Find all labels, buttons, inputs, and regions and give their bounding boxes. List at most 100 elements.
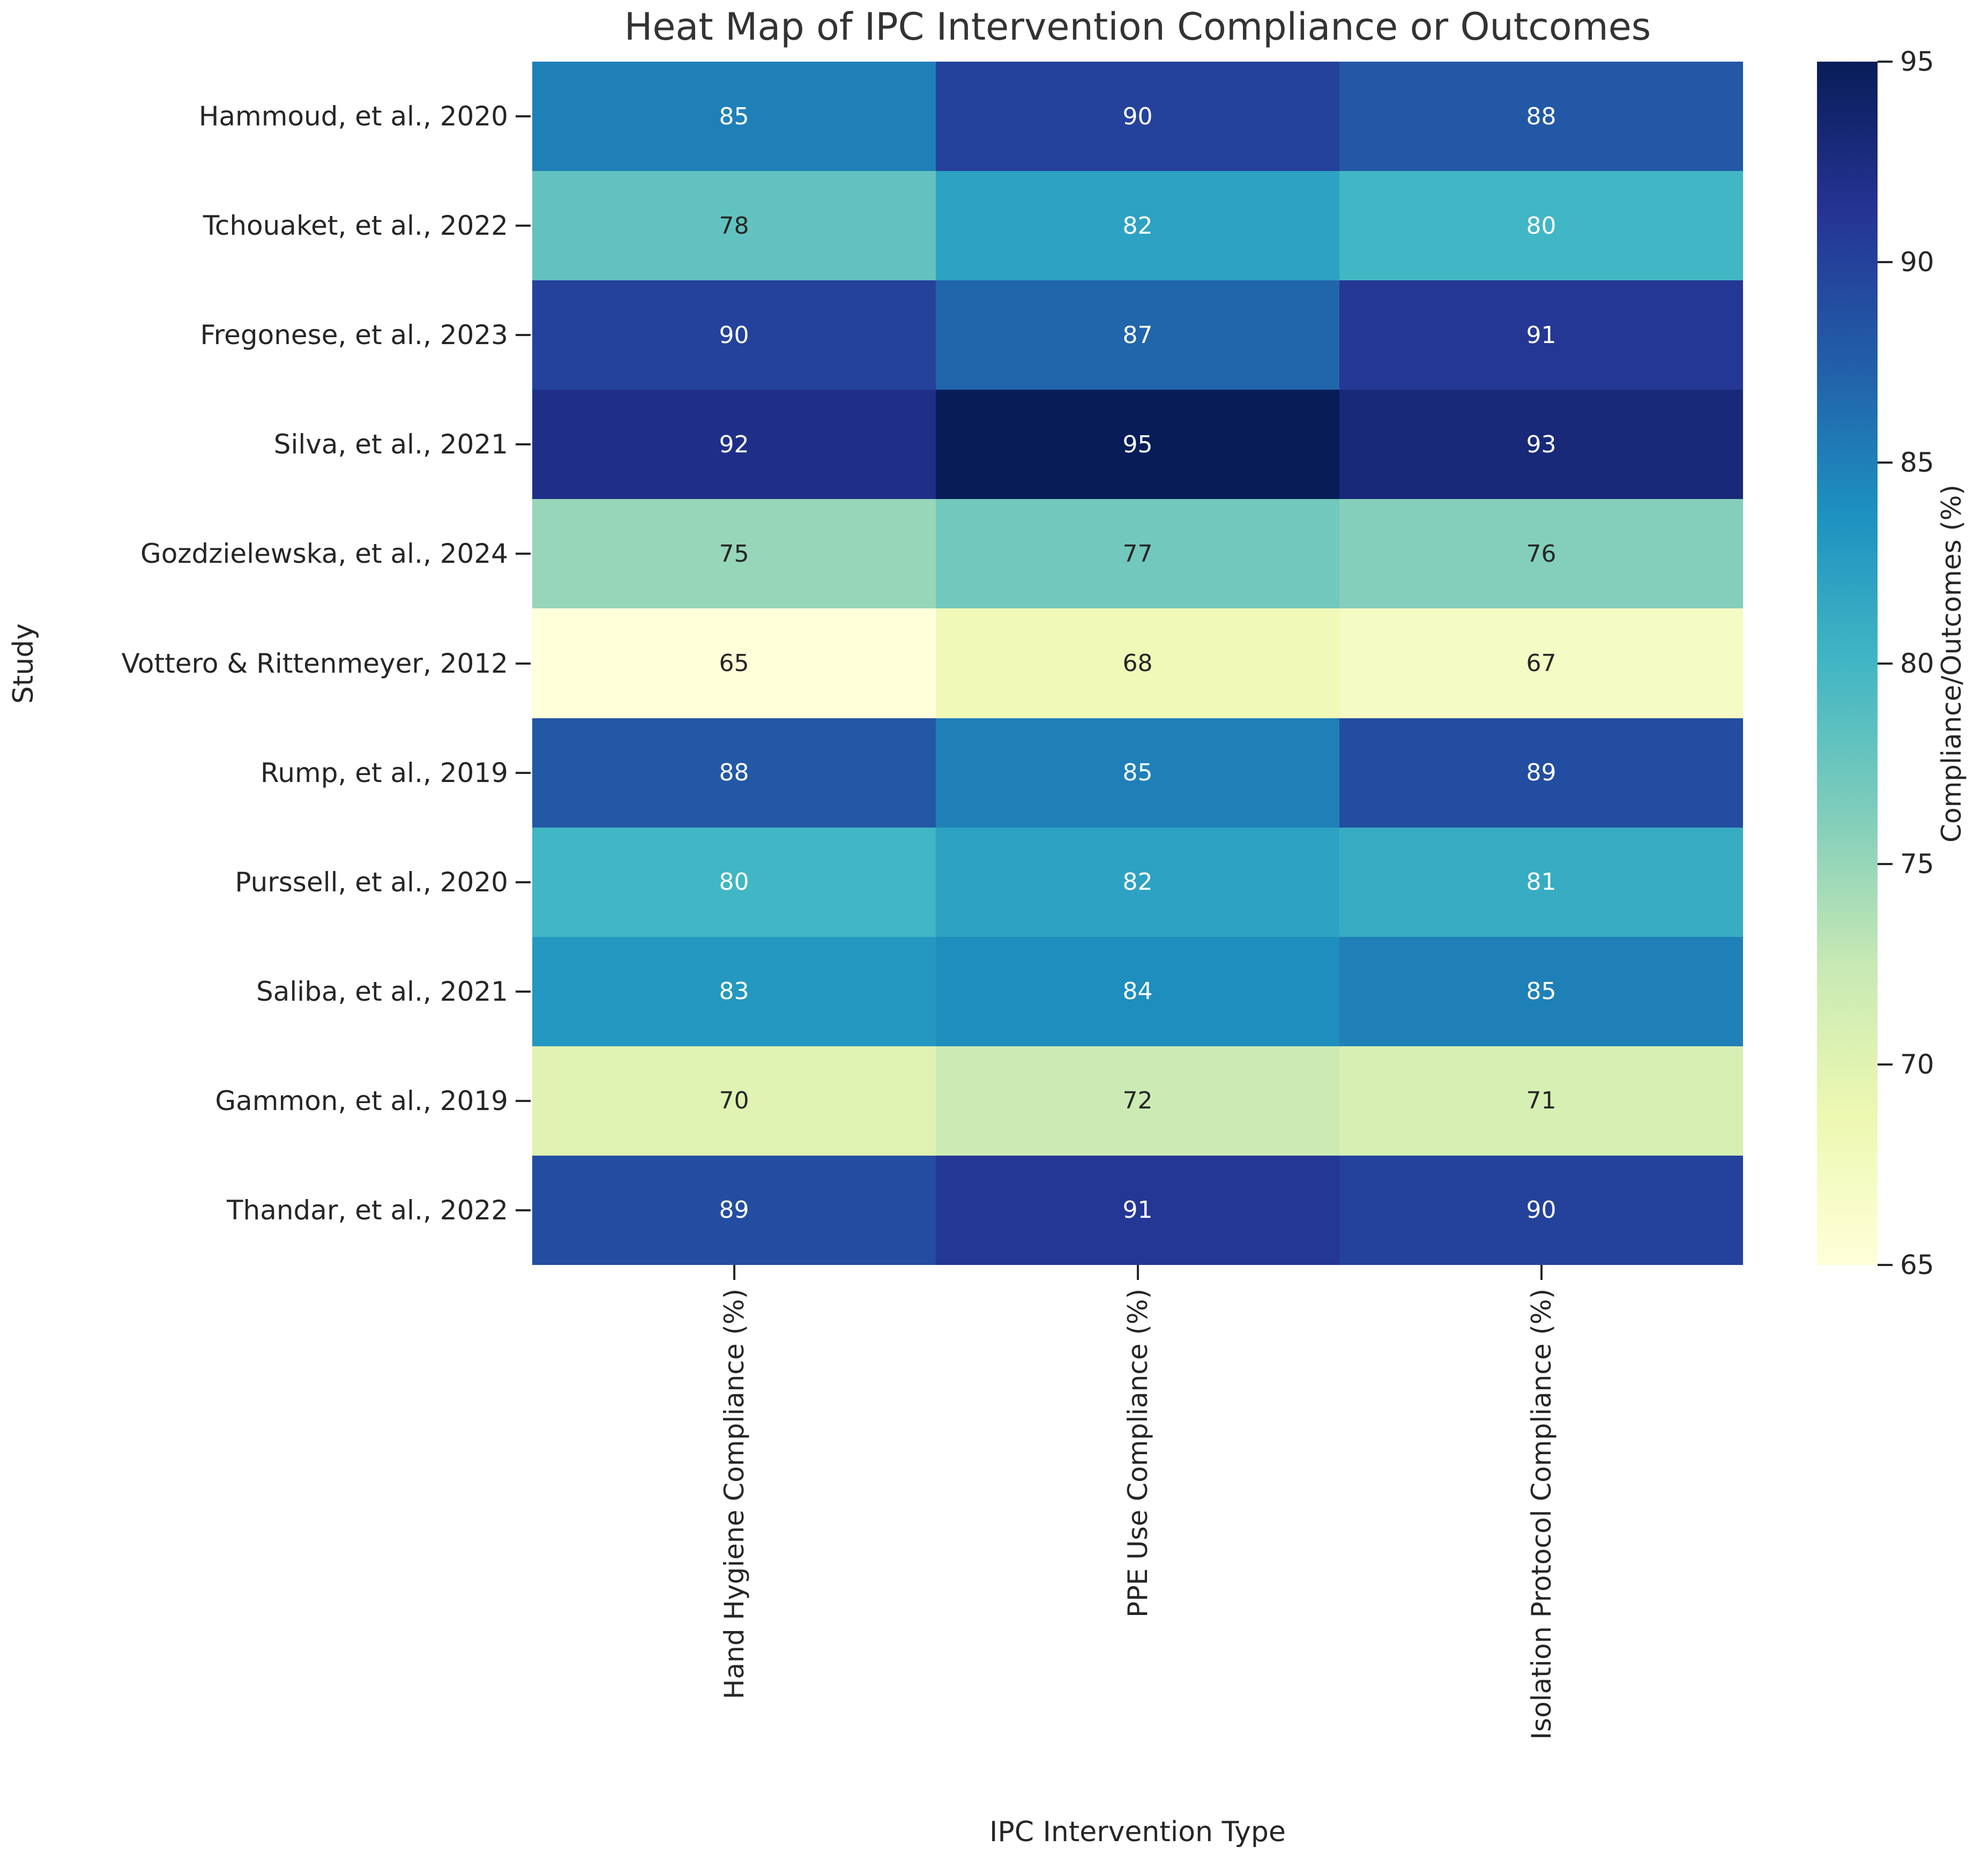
heatmap-cell: 85 bbox=[936, 718, 1339, 828]
colorbar-tick-mark bbox=[1878, 1264, 1893, 1266]
heatmap-cell: 87 bbox=[936, 280, 1339, 390]
colorbar-tick-mark bbox=[1878, 61, 1893, 63]
heatmap-cell-value: 75 bbox=[719, 540, 749, 568]
heatmap-cell: 93 bbox=[1339, 390, 1743, 500]
y-tick-label: Saliba, et al., 2021 bbox=[256, 976, 508, 1007]
heatmap-cell: 85 bbox=[1339, 936, 1743, 1046]
colorbar-tick-mark bbox=[1878, 1063, 1893, 1066]
y-axis-title: Study bbox=[8, 623, 40, 704]
heatmap-cell-value: 82 bbox=[1122, 212, 1153, 240]
heatmap-cell-value: 78 bbox=[719, 212, 749, 240]
heatmap-cell-value: 70 bbox=[719, 1087, 749, 1115]
heatmap-cell-value: 80 bbox=[1526, 212, 1556, 240]
y-tick-mark bbox=[516, 334, 531, 337]
heatmap-cell-value: 89 bbox=[719, 1196, 749, 1224]
heatmap-cell-value: 84 bbox=[1122, 978, 1153, 1006]
heatmap-cell-value: 88 bbox=[719, 759, 749, 787]
heatmap-cell-value: 87 bbox=[1122, 321, 1153, 349]
heatmap-cell-value: 72 bbox=[1122, 1087, 1153, 1115]
heatmap-cell: 95 bbox=[936, 390, 1339, 500]
heatmap-cell-value: 92 bbox=[719, 430, 749, 458]
colorbar-tick-mark bbox=[1878, 862, 1893, 865]
heatmap-cell: 82 bbox=[936, 171, 1339, 281]
heatmap-cell: 78 bbox=[532, 171, 936, 281]
heatmap-cell-value: 67 bbox=[1526, 649, 1556, 677]
chart-title: Heat Map of IPC Intervention Compliance … bbox=[624, 5, 1651, 49]
heatmap-cell: 82 bbox=[936, 827, 1339, 937]
heatmap-cell-value: 76 bbox=[1526, 540, 1556, 568]
heatmap-cell: 77 bbox=[936, 499, 1339, 609]
heatmap-cell-value: 77 bbox=[1122, 540, 1153, 568]
y-tick-label: Silva, et al., 2021 bbox=[273, 429, 508, 460]
heatmap-cell-value: 80 bbox=[719, 868, 749, 896]
y-tick-mark bbox=[516, 553, 531, 555]
colorbar-tick-label: 70 bbox=[1900, 1048, 1934, 1080]
colorbar-tick-label: 95 bbox=[1900, 46, 1934, 77]
y-tick-label: Hammoud, et al., 2020 bbox=[198, 101, 508, 132]
heatmap-cell: 89 bbox=[1339, 718, 1743, 828]
colorbar-tick-label: 80 bbox=[1900, 647, 1934, 679]
heatmap-cell: 83 bbox=[532, 936, 936, 1046]
heatmap-cell-value: 93 bbox=[1526, 430, 1556, 458]
heatmap-cell: 90 bbox=[532, 280, 936, 390]
heatmap-cell: 92 bbox=[532, 390, 936, 500]
y-tick-label: Rump, et al., 2019 bbox=[260, 757, 508, 788]
heatmap-cell: 81 bbox=[1339, 827, 1743, 937]
heatmap-cell: 70 bbox=[532, 1046, 936, 1156]
y-tick-label: Fregonese, et al., 2023 bbox=[200, 319, 508, 351]
heatmap-cell: 75 bbox=[532, 499, 936, 609]
heatmap-cell-value: 83 bbox=[719, 978, 749, 1006]
x-tick-mark bbox=[733, 1265, 735, 1280]
heatmap-cell-value: 71 bbox=[1526, 1087, 1556, 1115]
heatmap-cell: 84 bbox=[936, 936, 1339, 1046]
colorbar-gradient bbox=[1817, 62, 1878, 1265]
colorbar-tick-label: 90 bbox=[1900, 247, 1934, 278]
heatmap-cell: 89 bbox=[532, 1155, 936, 1265]
x-tick-mark bbox=[1540, 1265, 1543, 1280]
heatmap-cell-value: 90 bbox=[1526, 1196, 1556, 1224]
heatmap-cell-value: 91 bbox=[1526, 321, 1556, 349]
y-tick-label: Vottero & Rittenmeyer, 2012 bbox=[121, 647, 508, 679]
colorbar-tick-mark bbox=[1878, 461, 1893, 464]
y-tick-mark bbox=[516, 1099, 531, 1102]
x-tick-label: Hand Hygiene Compliance (%) bbox=[718, 1289, 750, 1700]
heatmap-cell: 90 bbox=[936, 62, 1339, 172]
y-tick-mark bbox=[516, 443, 531, 446]
heatmap-cell: 80 bbox=[1339, 171, 1743, 281]
heatmap-cell: 88 bbox=[532, 718, 936, 828]
heatmap-cell-value: 82 bbox=[1122, 868, 1153, 896]
y-tick-label: Gammon, et al., 2019 bbox=[215, 1085, 508, 1116]
heatmap-cell-value: 91 bbox=[1122, 1196, 1153, 1224]
y-tick-label: Gozdzielewska, et al., 2024 bbox=[140, 538, 508, 570]
y-tick-label: Tchouaket, et al., 2022 bbox=[203, 210, 508, 242]
heatmap-cell-value: 88 bbox=[1526, 102, 1556, 130]
x-tick-label: Isolation Protocol Compliance (%) bbox=[1525, 1289, 1557, 1740]
y-tick-mark bbox=[516, 225, 531, 227]
heatmap-cell-value: 85 bbox=[719, 102, 749, 130]
colorbar-title: Compliance/Outcomes (%) bbox=[1936, 485, 1967, 843]
heatmap-cell-value: 90 bbox=[719, 321, 749, 349]
heatmap-cell: 80 bbox=[532, 827, 936, 937]
colorbar-tick-mark bbox=[1878, 662, 1893, 665]
heatmap-cell-value: 89 bbox=[1526, 759, 1556, 787]
heatmap-cell: 72 bbox=[936, 1046, 1339, 1156]
heatmap-cell: 68 bbox=[936, 608, 1339, 718]
y-tick-label: Thandar, et al., 2022 bbox=[227, 1194, 508, 1226]
heatmap-cell-value: 68 bbox=[1122, 649, 1153, 677]
y-tick-mark bbox=[516, 1209, 531, 1211]
heatmap-grid: 85 90 88 78 82 80 90 87 91 92 95 93 75 77 76 65 68 67 88 85… bbox=[532, 62, 1743, 1265]
y-tick-mark bbox=[516, 990, 531, 993]
heatmap-cell-value: 85 bbox=[1122, 759, 1153, 787]
x-axis-title: IPC Intervention Type bbox=[989, 1816, 1286, 1848]
y-tick-label: Purssell, et al., 2020 bbox=[235, 866, 508, 898]
x-tick-label: PPE Use Compliance (%) bbox=[1122, 1289, 1153, 1618]
colorbar-tick-label: 65 bbox=[1900, 1249, 1934, 1281]
heatmap-cell-value: 90 bbox=[1122, 102, 1153, 130]
y-tick-mark bbox=[516, 881, 531, 883]
heatmap-cell: 67 bbox=[1339, 608, 1743, 718]
heatmap-cell: 85 bbox=[532, 62, 936, 172]
y-tick-mark bbox=[516, 662, 531, 665]
heatmap-cell: 91 bbox=[936, 1155, 1339, 1265]
heatmap-cell: 65 bbox=[532, 608, 936, 718]
colorbar-tick-label: 85 bbox=[1900, 447, 1934, 479]
